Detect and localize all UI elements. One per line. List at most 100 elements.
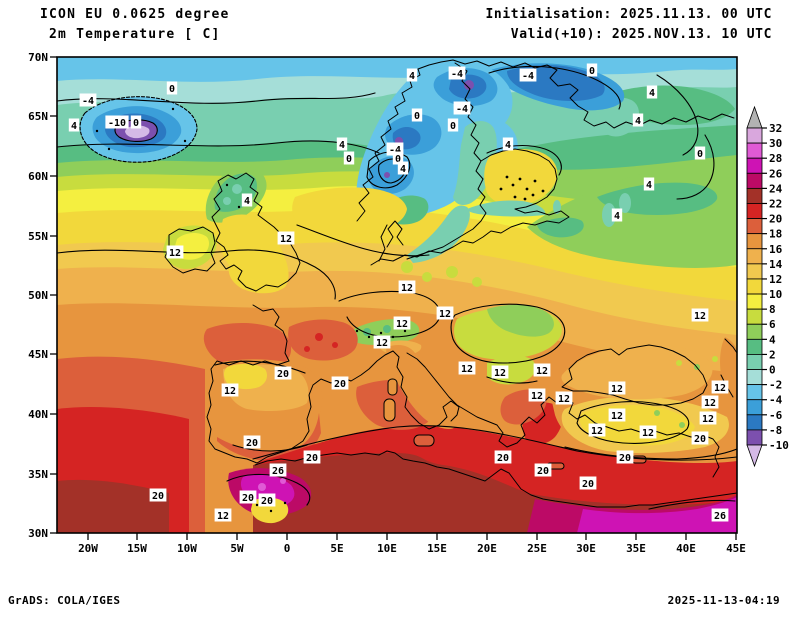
colorbar-level-30: 30 — [769, 137, 782, 150]
scotland-teal-speck — [223, 197, 231, 205]
contour-label-box — [166, 245, 184, 259]
contour-label-12: 12 — [461, 364, 473, 375]
contour-label-box — [79, 93, 97, 107]
render-timestamp: 2025-11-13-04:19 — [667, 594, 780, 607]
contour-label-box — [336, 137, 348, 151]
contour-26C-southeast — [648, 499, 736, 510]
contour-label-20: 20 — [306, 453, 318, 464]
contour-12C-northsea — [296, 224, 430, 257]
contour-label-box — [588, 423, 606, 437]
coast-france-iberia-italy — [206, 304, 460, 464]
contour-label-box — [494, 450, 512, 464]
contour-label-20: 20 — [152, 491, 164, 502]
contour-label-box — [343, 151, 355, 165]
lat-label-55N: 55N — [28, 230, 48, 243]
contour-label-box — [277, 231, 295, 245]
contour-label-12: 12 — [494, 368, 506, 379]
contour-label-12: 12 — [217, 511, 229, 522]
contour-label-box — [643, 177, 655, 191]
germany-cool-speck — [422, 272, 432, 282]
lon-label-25E: 25E — [527, 542, 547, 555]
contour-label-26: 26 — [714, 511, 726, 522]
contour-label-12: 12 — [704, 398, 716, 409]
lon-label-5E: 5E — [330, 542, 343, 555]
contour-label-12: 12 — [224, 386, 236, 397]
colorbar-level--6: -6 — [769, 409, 783, 422]
contour-label-4: 4 — [646, 180, 652, 191]
france-hot-speck — [304, 346, 310, 352]
baltics-green-blob — [537, 217, 584, 238]
colorbar-level-32: 32 — [769, 122, 782, 135]
contour-label-0: 0 — [133, 118, 139, 129]
contour-label-box — [331, 376, 349, 390]
colorbar-level-22: 22 — [769, 197, 782, 210]
contour-20C-south-iberia — [232, 444, 308, 452]
contour-label--10: -10 — [108, 118, 126, 129]
colorbar-segment — [746, 172, 763, 189]
lat-label-40N: 40N — [28, 408, 48, 421]
colorbar-level-16: 16 — [769, 243, 783, 256]
contour-label-12: 12 — [280, 234, 292, 245]
atlas-orchid-speck — [280, 478, 286, 484]
contour-label-12: 12 — [376, 338, 388, 349]
contour-label--4: -4 — [456, 104, 468, 115]
contour-label-box — [258, 493, 276, 507]
atlantic-22-24-corner — [57, 479, 169, 533]
valid-time: Valid(+10): 2025.NOV.13. 10 UTC — [510, 27, 772, 42]
contour-label-box — [269, 463, 287, 477]
contour-label-box — [646, 85, 658, 99]
contour-label-0: 0 — [414, 111, 420, 122]
colorbar-level-26: 26 — [769, 167, 783, 180]
scandinavia-purple-speck — [464, 80, 474, 90]
contour-label-20: 20 — [261, 496, 273, 507]
contour-label-4: 4 — [400, 164, 406, 175]
scotland-teal-speck — [232, 184, 242, 194]
contour-label-12: 12 — [611, 384, 623, 395]
caucasus-speck — [712, 356, 718, 362]
colorbar-segment — [746, 127, 763, 144]
contour-label--4: -4 — [451, 69, 463, 80]
iceland-lavender-core — [125, 125, 150, 139]
lat-label-35N: 35N — [28, 468, 48, 481]
coast-denmark — [378, 220, 404, 262]
contour-label-box — [406, 68, 418, 82]
colorbar-segment — [746, 429, 763, 446]
finland-mild-spot — [484, 149, 558, 206]
north-sea-mild — [292, 187, 407, 235]
field-title: 2m Temperature [ C] — [49, 27, 221, 42]
contour-label-0: 0 — [450, 121, 456, 132]
contour-label-4: 4 — [339, 140, 345, 151]
contour-label-12: 12 — [558, 394, 570, 405]
contour-label-box — [221, 383, 239, 397]
contour-12C-pannonia-loop — [450, 303, 566, 364]
colorbar-level--8: -8 — [769, 424, 782, 437]
colorbar-segment — [746, 263, 763, 280]
atlas-orchid-speck — [258, 483, 266, 491]
contour-label-box — [586, 63, 598, 77]
contour-label-box — [711, 508, 729, 522]
colorbar-segment — [746, 399, 763, 416]
coast-black-sea — [561, 344, 708, 406]
lon-label-20E: 20E — [477, 542, 497, 555]
adriatic-sea — [407, 349, 487, 413]
contour-label-box — [166, 81, 178, 95]
colorbar-segment — [746, 157, 763, 174]
lat-label-30N: 30N — [28, 527, 48, 540]
contour-label--4: -4 — [522, 71, 534, 82]
colorbar-segment — [746, 354, 763, 370]
contour-label-12: 12 — [642, 428, 654, 439]
contour-minus4C-norway-ring — [378, 158, 406, 184]
colorbar-arrow-below — [746, 444, 763, 468]
lon-label-15W: 15W — [127, 542, 147, 555]
contour-label-4: 4 — [71, 121, 77, 132]
colorbar-segment — [746, 414, 763, 431]
lon-label-30E: 30E — [576, 542, 596, 555]
colorbar-segment — [746, 233, 763, 250]
contour-label-20: 20 — [246, 438, 258, 449]
contour-label-box — [68, 118, 80, 132]
biscay-warm — [203, 323, 292, 369]
scandinavia-purple-speck — [384, 172, 390, 178]
contour-label-4: 4 — [409, 71, 415, 82]
contour-label-0: 0 — [395, 154, 401, 165]
contour-label-box — [491, 365, 509, 379]
